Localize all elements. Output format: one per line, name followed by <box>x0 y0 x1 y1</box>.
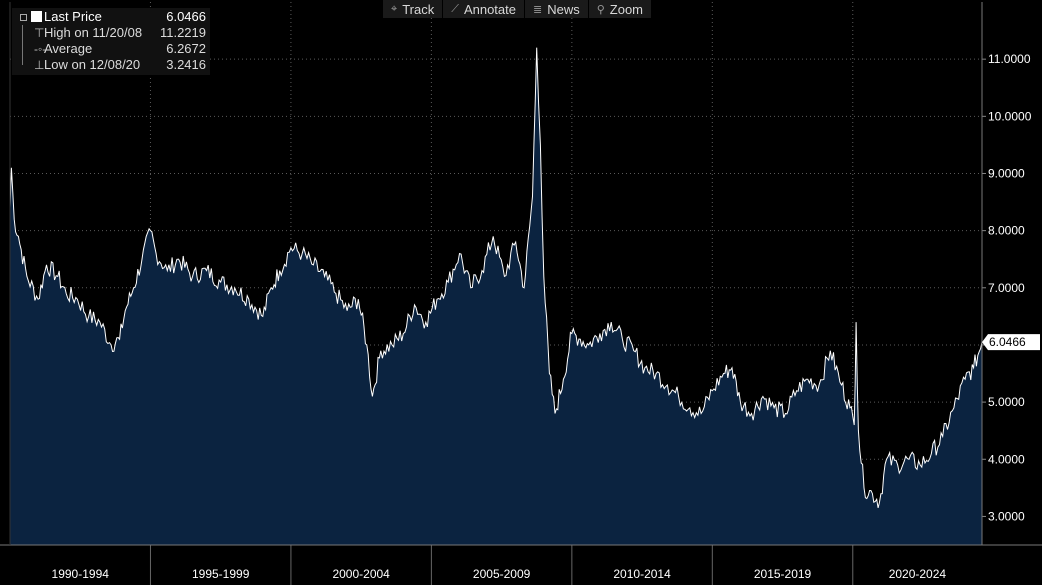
series-line <box>9 47 983 509</box>
tree-line-icon <box>22 25 23 41</box>
pencil-icon: ⟋ <box>451 2 459 15</box>
tree-line-icon <box>22 57 23 65</box>
legend-average: -◦- Average 6.2672 <box>12 41 210 57</box>
high-label: High on 11/20/08 <box>44 25 143 40</box>
chart-toolbar: ⌖ Track ⟋ Annotate ≣ News ⚲ Zoom <box>383 0 653 18</box>
news-button[interactable]: ≣ News <box>525 0 589 18</box>
y-tick-label: 9.0000 <box>988 166 1025 180</box>
legend-low: ⊥ Low on 12/08/20 3.2416 <box>12 57 210 73</box>
zoom-button[interactable]: ⚲ Zoom <box>589 0 653 18</box>
y-tick-label: 8.0000 <box>988 224 1025 238</box>
x-tick-label: 1990-1994 <box>52 567 110 581</box>
y-tick-label: 4.0000 <box>988 452 1025 466</box>
average-marker-icon: -◦- <box>34 42 47 56</box>
chart-legend: Last Price 6.0466 ⊤ High on 11/20/08 11.… <box>12 8 210 75</box>
last-price-tag-label: 6.0466 <box>989 335 1026 349</box>
x-tick-label: 2015-2019 <box>754 567 812 581</box>
annotate-button[interactable]: ⟋ Annotate <box>443 0 525 18</box>
x-tick-label: 1995-1999 <box>192 567 250 581</box>
legend-high: ⊤ High on 11/20/08 11.2219 <box>12 25 210 41</box>
average-value: 6.2672 <box>166 41 206 56</box>
y-tick-label: 3.0000 <box>988 509 1025 523</box>
collapse-icon[interactable] <box>20 14 27 21</box>
crosshair-icon: ⌖ <box>391 2 398 15</box>
low-marker-icon: ⊥ <box>34 58 45 72</box>
zoom-label: Zoom <box>609 1 644 17</box>
high-marker-icon: ⊤ <box>34 26 45 40</box>
y-tick-label: 7.0000 <box>988 281 1025 295</box>
y-tick-label: 10.0000 <box>988 109 1032 123</box>
low-value: 3.2416 <box>166 57 206 72</box>
last-price-label: Last Price <box>44 9 102 24</box>
magnifier-icon: ⚲ <box>596 3 605 16</box>
x-tick-label: 2000-2004 <box>332 567 390 581</box>
low-label: Low on 12/08/20 <box>44 57 141 72</box>
track-button[interactable]: ⌖ Track <box>383 0 444 18</box>
x-tick-label: 2005-2009 <box>473 567 531 581</box>
x-tick-label: 2010-2014 <box>613 567 671 581</box>
y-tick-label: 5.0000 <box>988 395 1025 409</box>
x-tick-label: 2020-2024 <box>889 567 947 581</box>
news-icon: ≣ <box>532 3 543 16</box>
annotate-label: Annotate <box>463 1 516 17</box>
legend-last-price[interactable]: Last Price 6.0466 <box>12 9 210 25</box>
track-label: Track <box>402 1 435 17</box>
tree-line-icon <box>22 41 23 57</box>
last-price-tag <box>982 334 1040 351</box>
y-tick-label: 11.0000 <box>988 52 1031 66</box>
series-area <box>10 47 982 545</box>
average-label: Average <box>44 41 93 56</box>
news-label: News <box>547 1 580 17</box>
high-value: 11.2219 <box>159 25 206 40</box>
last-price-value: 6.0466 <box>166 9 206 24</box>
series-swatch-icon <box>31 11 42 22</box>
